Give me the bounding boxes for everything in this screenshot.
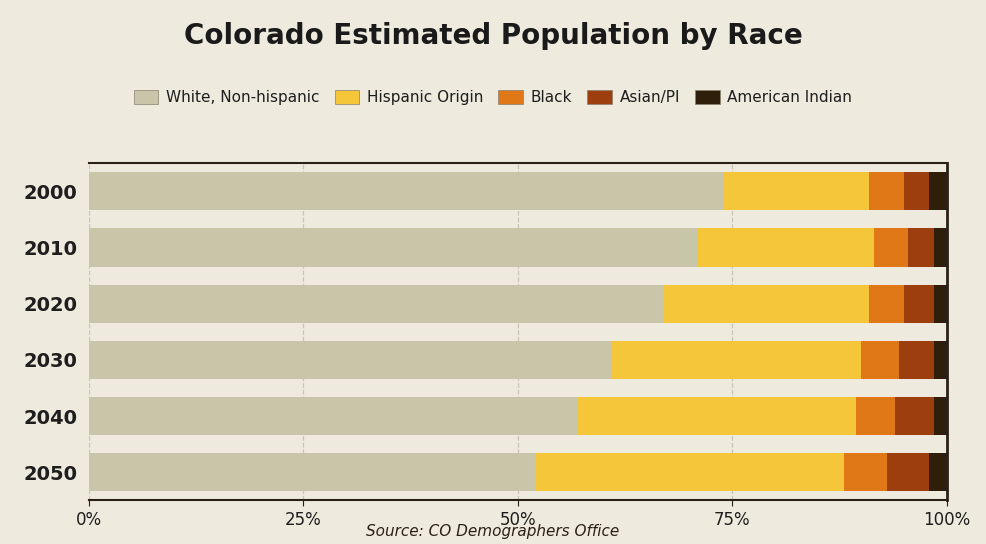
- Bar: [534, 453, 844, 491]
- Bar: [724, 172, 870, 211]
- Bar: [664, 285, 870, 323]
- Bar: [934, 397, 947, 435]
- Bar: [698, 228, 874, 267]
- Bar: [870, 285, 903, 323]
- Bar: [895, 397, 934, 435]
- Bar: [874, 228, 908, 267]
- Bar: [89, 228, 698, 267]
- Bar: [612, 341, 861, 379]
- Bar: [861, 341, 899, 379]
- Bar: [578, 397, 857, 435]
- Bar: [886, 453, 930, 491]
- Bar: [89, 397, 578, 435]
- Text: Source: CO Demographers Office: Source: CO Demographers Office: [367, 523, 619, 539]
- Bar: [870, 172, 903, 211]
- Bar: [89, 285, 664, 323]
- Bar: [899, 341, 934, 379]
- Bar: [934, 228, 947, 267]
- Bar: [89, 172, 724, 211]
- Bar: [903, 172, 930, 211]
- Legend: White, Non-hispanic, Hispanic Origin, Black, Asian/PI, American Indian: White, Non-hispanic, Hispanic Origin, Bl…: [128, 84, 858, 111]
- Bar: [934, 285, 947, 323]
- Bar: [89, 453, 534, 491]
- Bar: [857, 397, 895, 435]
- Bar: [908, 228, 934, 267]
- Text: Colorado Estimated Population by Race: Colorado Estimated Population by Race: [183, 22, 803, 50]
- Bar: [930, 172, 947, 211]
- Bar: [89, 341, 612, 379]
- Bar: [930, 453, 947, 491]
- Bar: [844, 453, 886, 491]
- Bar: [934, 341, 947, 379]
- Bar: [903, 285, 934, 323]
